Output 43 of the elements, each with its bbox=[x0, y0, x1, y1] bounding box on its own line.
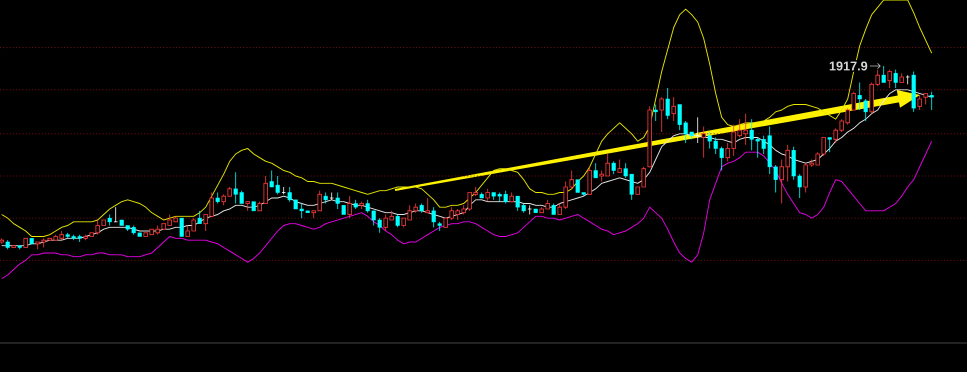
candlestick bbox=[252, 201, 256, 212]
candlestick bbox=[894, 69, 898, 88]
candlestick bbox=[24, 238, 28, 248]
candlestick bbox=[180, 218, 184, 237]
candlestick bbox=[108, 214, 112, 226]
candlestick bbox=[6, 240, 10, 250]
candlestick bbox=[324, 192, 328, 204]
candlestick bbox=[882, 66, 886, 83]
candlestick bbox=[660, 96, 664, 132]
candlestick bbox=[918, 94, 922, 110]
candlestick bbox=[552, 203, 556, 215]
candlestick bbox=[930, 91, 934, 110]
candlestick bbox=[594, 162, 598, 178]
candlestick bbox=[342, 204, 346, 215]
candlestick bbox=[672, 96, 676, 122]
candlestick bbox=[666, 88, 670, 120]
candlestick bbox=[486, 188, 490, 202]
candlestick bbox=[438, 221, 442, 232]
candlestick bbox=[426, 198, 430, 214]
candlestick bbox=[396, 214, 400, 228]
candlestick bbox=[198, 210, 202, 224]
candlestick bbox=[354, 199, 358, 210]
candlestick bbox=[618, 159, 622, 173]
candlestick bbox=[336, 192, 340, 210]
candlestick bbox=[828, 137, 832, 153]
candlestick bbox=[348, 196, 352, 219]
candlestick bbox=[528, 204, 532, 215]
candlestick bbox=[654, 104, 658, 122]
candlestick bbox=[420, 203, 424, 214]
annotation: 1917.9 bbox=[830, 62, 868, 70]
candlestick bbox=[246, 201, 250, 212]
candlestick bbox=[858, 82, 862, 110]
candlestick bbox=[702, 126, 706, 158]
candlestick bbox=[924, 93, 928, 105]
candlestick bbox=[612, 160, 616, 175]
candlestick bbox=[864, 98, 868, 122]
candlestick bbox=[510, 192, 514, 202]
candlestick bbox=[432, 206, 436, 228]
candlestick bbox=[906, 74, 910, 85]
candlestick bbox=[588, 166, 592, 195]
candlestick bbox=[888, 69, 892, 88]
candlestick bbox=[900, 72, 904, 83]
candlestick bbox=[216, 192, 220, 204]
